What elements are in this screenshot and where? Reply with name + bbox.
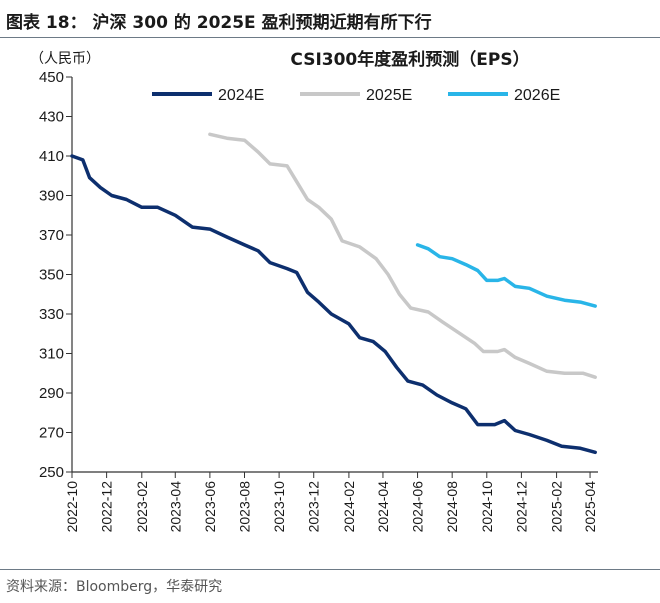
x-tick-label: 2024-12 bbox=[513, 481, 529, 533]
figure-title: 图表 18： 沪深 300 的 2025E 盈利预期近期有所下行 bbox=[6, 13, 432, 33]
series-line-2025e bbox=[208, 132, 597, 379]
series-line-2024e bbox=[70, 154, 597, 455]
y-tick-label: 250 bbox=[39, 464, 64, 481]
x-tick-label: 2025-02 bbox=[549, 481, 565, 533]
x-tick-label: 2023-08 bbox=[236, 481, 252, 533]
x-tick-label: 2023-10 bbox=[271, 481, 287, 533]
y-tick-label: 290 bbox=[39, 385, 64, 402]
y-tick-label: 450 bbox=[39, 69, 64, 86]
header-divider bbox=[0, 37, 660, 38]
x-tick-label: 2022-12 bbox=[99, 481, 115, 533]
y-tick-label: 270 bbox=[39, 425, 64, 442]
x-tick-label: 2022-10 bbox=[64, 481, 80, 533]
x-tick-label: 2023-02 bbox=[134, 481, 150, 533]
figure-header: 图表 18： 沪深 300 的 2025E 盈利预期近期有所下行 bbox=[0, 0, 660, 40]
axes: 250 270 290 310 330 350 370 390 410 430 450 2022-10… bbox=[39, 69, 598, 532]
x-tick-label: 2024-08 bbox=[444, 481, 460, 533]
legend-label-2026e: 2026E bbox=[514, 87, 560, 104]
x-tick-label: 2024-02 bbox=[341, 481, 357, 533]
y-tick-label: 430 bbox=[39, 109, 64, 126]
x-tick-label: 2023-06 bbox=[202, 481, 218, 533]
x-tick-label: 2024-06 bbox=[410, 481, 426, 533]
x-tick-label: 2023-04 bbox=[167, 481, 183, 533]
source-divider bbox=[0, 569, 660, 570]
x-tick-label: 2023-12 bbox=[306, 481, 322, 533]
eps-forecast-chart: （人民币） CSI300年度盈利预测（EPS） 2024E 2025E 2026E … bbox=[30, 49, 598, 532]
x-tick-label: 2024-04 bbox=[375, 481, 391, 533]
legend-label-2025e: 2025E bbox=[366, 87, 412, 104]
series-layer bbox=[70, 132, 597, 455]
legend-label-2024e: 2024E bbox=[218, 87, 264, 104]
x-tick-label: 2025-04 bbox=[582, 481, 598, 533]
x-tick-label: 2024-10 bbox=[479, 481, 495, 533]
chart-title: CSI300年度盈利预测（EPS） bbox=[290, 49, 529, 70]
y-axis-unit-label: （人民币） bbox=[30, 50, 100, 66]
series-line-2026e bbox=[415, 243, 597, 308]
legend: 2024E 2025E 2026E bbox=[152, 87, 560, 104]
y-tick-label: 370 bbox=[39, 227, 64, 244]
y-tick-label: 410 bbox=[39, 148, 64, 165]
y-tick-label: 310 bbox=[39, 346, 64, 363]
y-tick-label: 350 bbox=[39, 267, 64, 284]
source-note: 资料来源：Bloomberg，华泰研究 bbox=[6, 579, 223, 595]
y-tick-label: 390 bbox=[39, 188, 64, 205]
y-tick-label: 330 bbox=[39, 306, 64, 323]
